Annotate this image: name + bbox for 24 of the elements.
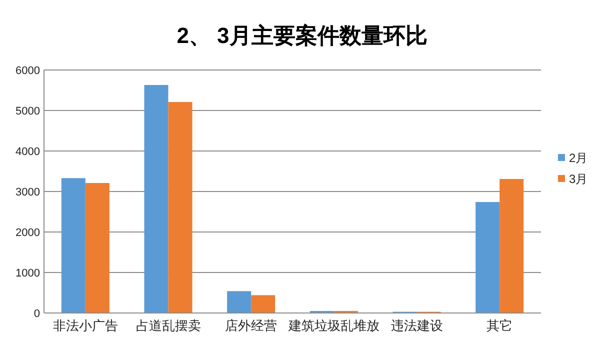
- y-tick-label: 6000: [16, 65, 40, 77]
- x-tick-label: 占道乱摆卖: [136, 318, 201, 333]
- y-tick-label: 1000: [16, 268, 40, 280]
- y-tick-label: 3000: [16, 186, 40, 198]
- bar: [168, 102, 192, 313]
- x-tick-label: 店外经营: [225, 318, 278, 333]
- bar: [144, 84, 168, 313]
- x-tick-label: 违法建设: [390, 318, 443, 333]
- bar: [500, 178, 524, 313]
- x-tick-label: 非法小广告: [52, 318, 118, 333]
- bar: [476, 202, 500, 313]
- bar: [85, 182, 110, 313]
- bar: [251, 295, 276, 313]
- legend-label: 3月: [569, 172, 588, 186]
- x-tick-label: 建筑垃圾乱堆放: [287, 318, 380, 333]
- y-tick-label: 2000: [16, 227, 40, 239]
- chart-title: 2、 3月主要案件数量环比: [176, 23, 428, 48]
- x-tick-label: 其它: [486, 318, 513, 333]
- bar: [61, 178, 86, 313]
- y-tick-label: 4000: [16, 146, 40, 158]
- y-tick-label: 0: [34, 308, 40, 320]
- bar: [227, 291, 252, 313]
- y-tick-label: 5000: [16, 106, 40, 118]
- legend-label: 2月: [569, 151, 588, 165]
